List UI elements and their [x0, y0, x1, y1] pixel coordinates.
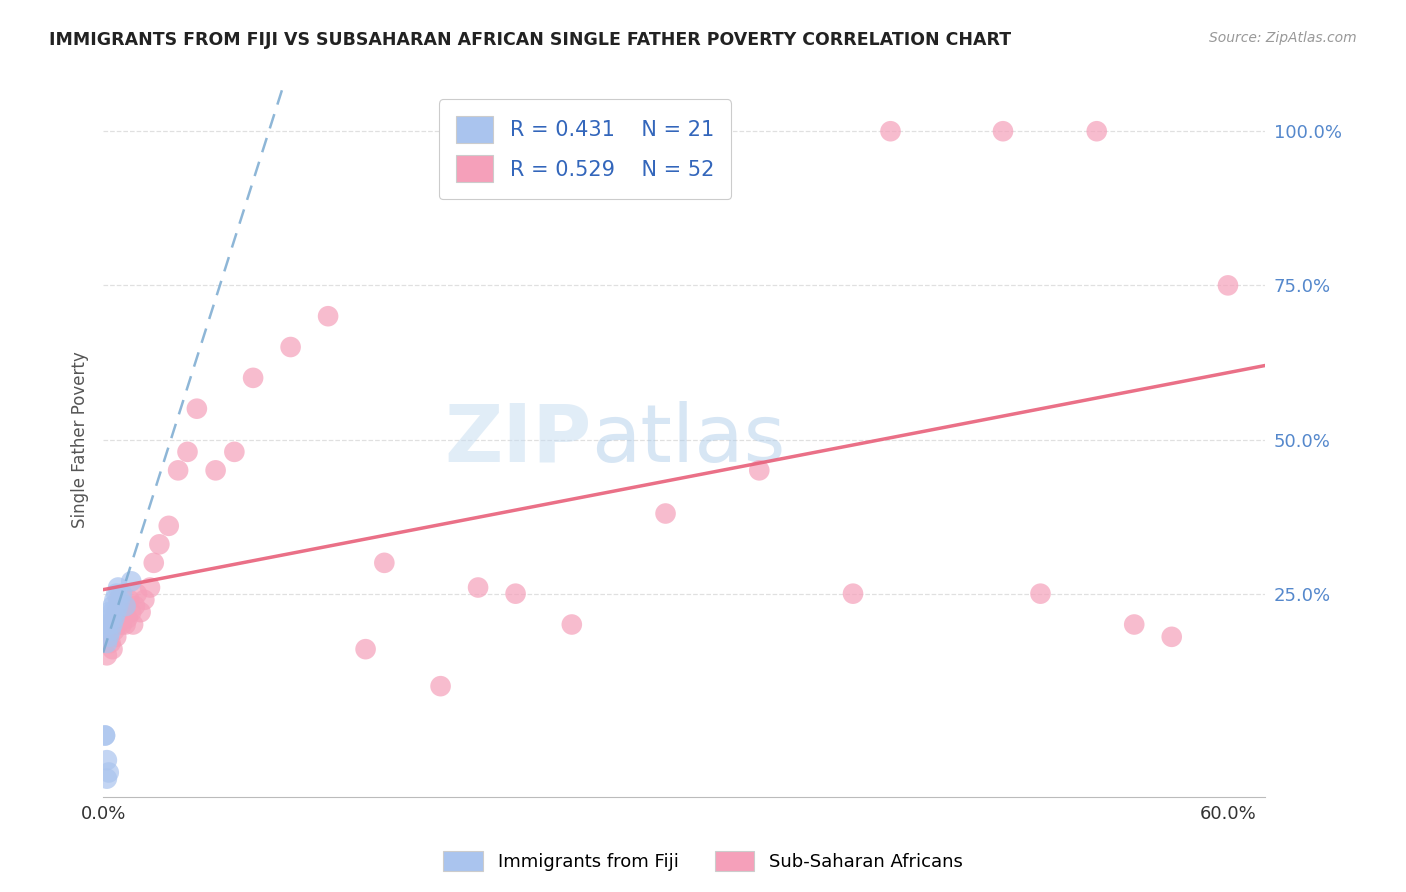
Point: [97, 605, 120, 619]
Point: [120, 605, 142, 619]
Point: [107, 581, 129, 595]
Point: [561, 617, 583, 632]
Point: [224, 445, 246, 459]
Point: [100, 624, 122, 638]
Point: [842, 587, 865, 601]
Point: [117, 611, 139, 625]
Point: [111, 617, 134, 632]
Point: [103, 624, 125, 638]
Point: [111, 599, 134, 613]
Point: [96, 617, 118, 632]
Text: IMMIGRANTS FROM FIJI VS SUBSAHARAN AFRICAN SINGLE FATHER POVERTY CORRELATION CHA: IMMIGRANTS FROM FIJI VS SUBSAHARAN AFRIC…: [49, 31, 1011, 49]
Point: [96, 636, 118, 650]
Point: [101, 605, 124, 619]
Point: [1029, 587, 1052, 601]
Point: [1085, 124, 1108, 138]
Point: [120, 574, 142, 589]
Point: [96, 772, 118, 786]
Point: [101, 617, 124, 632]
Point: [242, 371, 264, 385]
Point: [101, 617, 124, 632]
Point: [105, 605, 128, 619]
Point: [280, 340, 302, 354]
Point: [991, 124, 1014, 138]
Point: [97, 630, 120, 644]
Point: [124, 599, 146, 613]
Point: [467, 581, 489, 595]
Point: [122, 617, 145, 632]
Point: [129, 605, 152, 619]
Point: [134, 592, 156, 607]
Point: [101, 642, 124, 657]
Point: [107, 617, 129, 632]
Point: [148, 537, 170, 551]
Point: [167, 463, 190, 477]
Point: [105, 630, 128, 644]
Point: [96, 648, 118, 663]
Point: [354, 642, 377, 657]
Point: [125, 587, 148, 601]
Point: [100, 636, 122, 650]
Point: [101, 599, 124, 613]
Point: [1160, 630, 1182, 644]
Point: [100, 611, 122, 625]
Point: [103, 592, 125, 607]
Point: [107, 592, 129, 607]
Point: [96, 753, 118, 767]
Point: [1216, 278, 1239, 293]
Point: [204, 463, 226, 477]
Point: [879, 124, 901, 138]
Point: [429, 679, 451, 693]
Point: [107, 599, 129, 613]
Point: [186, 401, 208, 416]
Point: [97, 630, 120, 644]
Point: [139, 581, 162, 595]
Point: [112, 605, 135, 619]
Point: [108, 611, 131, 625]
Point: [103, 611, 125, 625]
Point: [142, 556, 165, 570]
Point: [654, 507, 676, 521]
Text: atlas: atlas: [592, 401, 786, 478]
Legend: R = 0.431    N = 21, R = 0.529    N = 52: R = 0.431 N = 21, R = 0.529 N = 52: [439, 100, 731, 199]
Point: [157, 519, 180, 533]
Point: [114, 617, 136, 632]
Point: [748, 463, 770, 477]
Point: [118, 592, 141, 607]
Point: [1123, 617, 1146, 632]
Point: [94, 729, 117, 743]
Point: [111, 587, 134, 601]
Legend: Immigrants from Fiji, Sub-Saharan Africans: Immigrants from Fiji, Sub-Saharan Africa…: [436, 844, 970, 879]
Point: [108, 592, 131, 607]
Point: [316, 309, 339, 323]
Point: [97, 617, 120, 632]
Point: [105, 605, 128, 619]
Point: [114, 599, 136, 613]
Text: ZIP: ZIP: [444, 401, 592, 478]
Point: [97, 765, 120, 780]
Point: [94, 729, 117, 743]
Point: [105, 587, 128, 601]
Point: [103, 611, 125, 625]
Point: [176, 445, 198, 459]
Y-axis label: Single Father Poverty: Single Father Poverty: [72, 351, 89, 528]
Point: [373, 556, 395, 570]
Text: Source: ZipAtlas.com: Source: ZipAtlas.com: [1209, 31, 1357, 45]
Point: [505, 587, 527, 601]
